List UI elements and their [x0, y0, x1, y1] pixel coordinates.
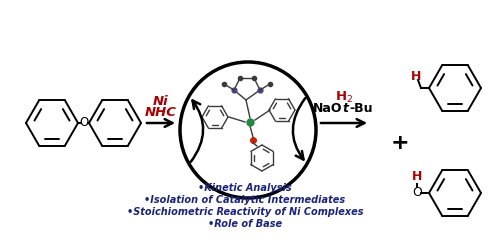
- Text: NaO: NaO: [312, 102, 342, 115]
- Text: Ni: Ni: [153, 95, 169, 108]
- Text: •Role of Base: •Role of Base: [208, 219, 282, 229]
- Text: H$_2$: H$_2$: [335, 90, 353, 105]
- Text: -Bu: -Bu: [349, 102, 372, 115]
- Text: NHC: NHC: [145, 106, 177, 119]
- Text: •Isolation of Catalytic Intermediates: •Isolation of Catalytic Intermediates: [144, 195, 346, 205]
- Text: +: +: [390, 133, 409, 153]
- Text: t: t: [342, 102, 348, 115]
- Text: H: H: [411, 69, 421, 83]
- Text: •Kinetic Analysis: •Kinetic Analysis: [198, 183, 292, 193]
- Text: •Stoichiometric Reactivity of Ni Complexes: •Stoichiometric Reactivity of Ni Complex…: [127, 207, 363, 217]
- Text: H: H: [412, 171, 422, 184]
- Text: O: O: [412, 186, 422, 199]
- Text: O: O: [79, 117, 88, 129]
